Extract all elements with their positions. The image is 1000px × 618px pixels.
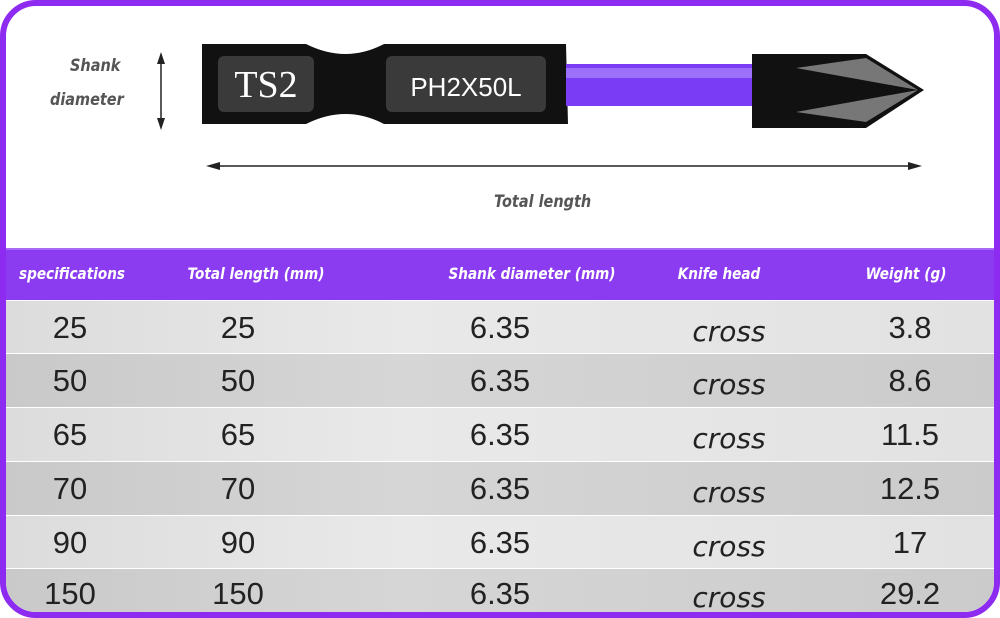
cell-total-length: 65 [220,417,256,452]
cell-weight: 11.5 [880,417,940,452]
table-row: 90 90 6.35 cross 17 [6,515,994,569]
bit-body [202,44,924,128]
cell-knife-head: cross [692,475,766,509]
cell-specification: 150 [44,576,96,611]
cell-weight: 12.5 [879,471,941,506]
cell-total-length: 25 [220,309,256,345]
cell-shank-diameter: 6.35 [469,309,531,345]
diameter-label: diameter [50,90,124,110]
cell-shank-diameter: 6.35 [469,363,531,398]
cell-shank-diameter: 6.35 [469,576,531,611]
cell-total-length: 50 [220,363,256,398]
table-header: specifications Total length (mm) Shank d… [6,248,994,302]
header-knife-head: Knife head [677,264,761,283]
table-row: 65 65 6.35 cross 11.5 [6,407,994,462]
cell-weight: 3.8 [888,309,932,345]
shank-diameter-arrow [157,52,165,130]
header-specifications: specifications [18,264,126,283]
cell-knife-head: cross [692,529,766,563]
cell-knife-head: cross [692,314,766,348]
cell-shank-diameter: 6.35 [469,417,531,452]
cell-specification: 65 [52,417,88,452]
cell-knife-head: cross [692,367,766,401]
bit-marking-ts2: TS2 [234,64,297,106]
cell-specification: 25 [52,309,88,345]
table-row: 70 70 6.35 cross 12.5 [6,461,994,516]
screwdriver-bit-illustration: TS2 PH2X50L [157,44,924,170]
cell-knife-head: cross [692,580,766,614]
total-length-label: Total length [494,192,592,212]
table-row: 50 50 6.35 cross 8.6 [6,353,994,408]
header-shank-diameter: Shank diameter (mm) [448,264,616,283]
cell-weight: 29.2 [879,576,941,611]
cell-shank-diameter: 6.35 [469,471,531,506]
header-total-length: Total length (mm) [187,264,325,283]
cell-shank-diameter: 6.35 [469,524,531,560]
table-row: 150 150 6.35 cross 29.2 [6,568,994,614]
bit-marking-model: PH2X50L [410,72,521,102]
header-weight: Weight (g) [865,264,947,283]
cell-knife-head: cross [692,421,766,455]
cell-weight: 8.6 [888,363,932,398]
cell-specification: 90 [52,524,88,560]
table-row: 25 25 6.35 cross 3.8 [6,300,994,354]
cell-total-length: 70 [220,471,256,506]
cell-total-length: 150 [212,576,264,611]
cell-specification: 50 [52,363,88,398]
cell-specification: 70 [52,471,88,506]
shank-label: Shank [70,56,121,76]
total-length-arrow [206,162,922,170]
cell-weight: 17 [892,524,928,560]
cell-total-length: 90 [220,524,256,560]
